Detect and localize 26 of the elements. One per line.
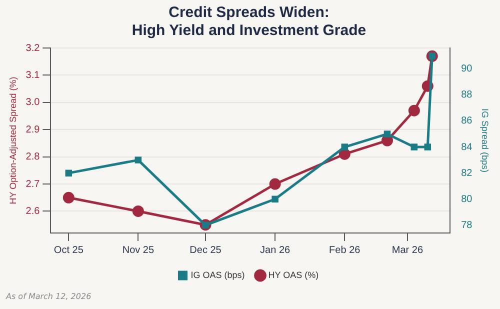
legend-label: IG OAS (bps) bbox=[190, 270, 245, 280]
y2-tick-label: 86 bbox=[461, 116, 473, 127]
x-tick-label: Jan 26 bbox=[260, 244, 291, 256]
y2-tick-label: 80 bbox=[461, 194, 473, 205]
x-tick-label: Feb 26 bbox=[329, 244, 361, 256]
x-tick-label: Nov 25 bbox=[122, 244, 154, 256]
y2-tick-label: 82 bbox=[461, 168, 473, 179]
y2-tick-label: 84 bbox=[461, 142, 473, 153]
x-tick-label: Mar 26 bbox=[392, 244, 424, 256]
y-axis-title: HY Option-Adjusted Spread (%) bbox=[8, 76, 18, 204]
y-tick-label: 2.9 bbox=[26, 124, 40, 136]
legend-label: HY OAS (%) bbox=[268, 270, 319, 280]
y2-tick-label: 90 bbox=[461, 64, 473, 75]
y-tick-label: 2.8 bbox=[26, 152, 40, 163]
y-tick-label: 3.1 bbox=[26, 70, 40, 81]
chart-title: Credit Spreads Widen: High Yield and Investment Grade bbox=[132, 4, 366, 40]
y-tick-label: 2.6 bbox=[26, 206, 40, 217]
y2-tick-label: 88 bbox=[461, 90, 473, 101]
y2-tick-label: 78 bbox=[461, 220, 473, 231]
x-tick-label: Dec 25 bbox=[190, 244, 222, 256]
y-tick-label: 3.2 bbox=[26, 42, 40, 54]
x-tick-label: Oct 25 bbox=[54, 244, 84, 256]
y-tick-label: 2.7 bbox=[26, 178, 40, 190]
text: As of March 12, 2026 bbox=[6, 292, 92, 301]
y-tick-label: 3.0 bbox=[26, 97, 40, 108]
y2-axis-title: IG Spread (bps) bbox=[480, 108, 490, 173]
